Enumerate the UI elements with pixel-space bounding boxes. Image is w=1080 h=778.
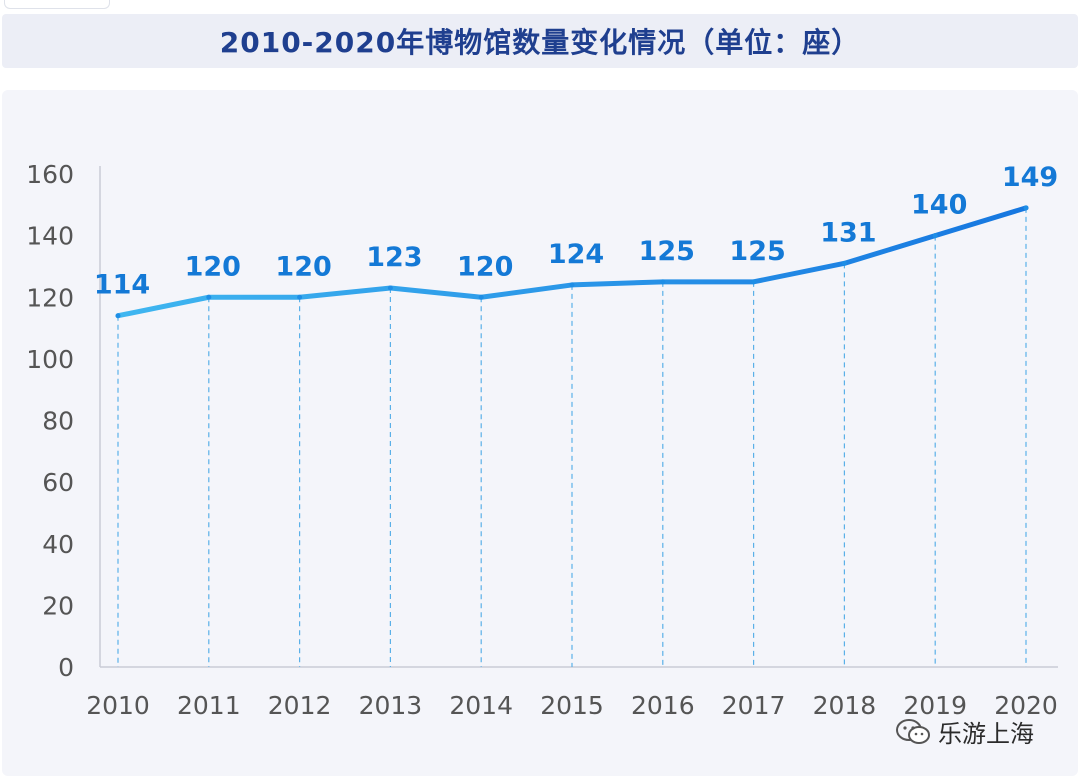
- x-tick-label: 2010: [86, 691, 150, 720]
- x-tick-label: 2015: [540, 691, 604, 720]
- x-tick-label: 2017: [722, 691, 786, 720]
- y-tick-label: 160: [26, 160, 74, 189]
- data-point: [660, 279, 666, 285]
- data-label: 114: [94, 270, 150, 301]
- x-tick-label: 2011: [177, 691, 241, 720]
- data-label: 120: [275, 251, 331, 282]
- chart-title: 2010-2020年博物馆数量变化情况（单位：座）: [219, 26, 861, 59]
- chart-panel: 0 20 40 60 80 100 120 140 160 2010 2011 2012 2013 201…: [2, 90, 1078, 776]
- y-tick-label: 140: [26, 222, 74, 251]
- data-point: [569, 282, 575, 288]
- y-tick-label: 60: [42, 468, 74, 497]
- y-tick-label: 80: [42, 407, 74, 436]
- y-tick-label: 20: [42, 591, 74, 620]
- data-point: [751, 279, 757, 285]
- x-tick-label: 2016: [631, 691, 695, 720]
- data-label: 123: [366, 242, 422, 273]
- x-tick-label: 2018: [813, 691, 877, 720]
- data-label: 125: [639, 236, 695, 267]
- data-label: 131: [820, 217, 876, 248]
- data-point: [297, 294, 303, 300]
- wechat-icon: [896, 718, 930, 744]
- x-tick-label: 2013: [359, 691, 423, 720]
- data-label: 124: [548, 239, 604, 270]
- data-label: 120: [185, 251, 241, 282]
- chart-title-bar: 2010-2020年博物馆数量变化情况（单位：座）: [2, 14, 1078, 68]
- watermark-text: 乐游上海: [938, 720, 1034, 748]
- x-tick-label: 2014: [449, 691, 513, 720]
- y-tick-label: 40: [42, 530, 74, 559]
- top-tab-decoration: [4, 0, 110, 9]
- data-point: [478, 294, 484, 300]
- data-label: 125: [729, 236, 785, 267]
- y-tick-label: 120: [26, 283, 74, 312]
- data-point: [387, 285, 393, 291]
- data-point: [206, 294, 212, 300]
- y-tick-label: 0: [58, 653, 74, 682]
- data-point: [841, 260, 847, 266]
- data-label: 149: [1002, 162, 1058, 193]
- line-chart: 0 20 40 60 80 100 120 140 160 2010 2011 2012 2013 201…: [26, 160, 1058, 720]
- x-tick-label: 2020: [994, 691, 1058, 720]
- data-point: [932, 233, 938, 239]
- x-tick-label: 2019: [903, 691, 967, 720]
- y-tick-label: 100: [26, 345, 74, 374]
- data-label: 140: [911, 190, 967, 221]
- data-point: [1023, 205, 1029, 211]
- x-tick-label: 2012: [268, 691, 332, 720]
- watermark: 乐游上海: [894, 714, 1034, 749]
- data-label: 120: [457, 251, 513, 282]
- data-point: [115, 313, 121, 319]
